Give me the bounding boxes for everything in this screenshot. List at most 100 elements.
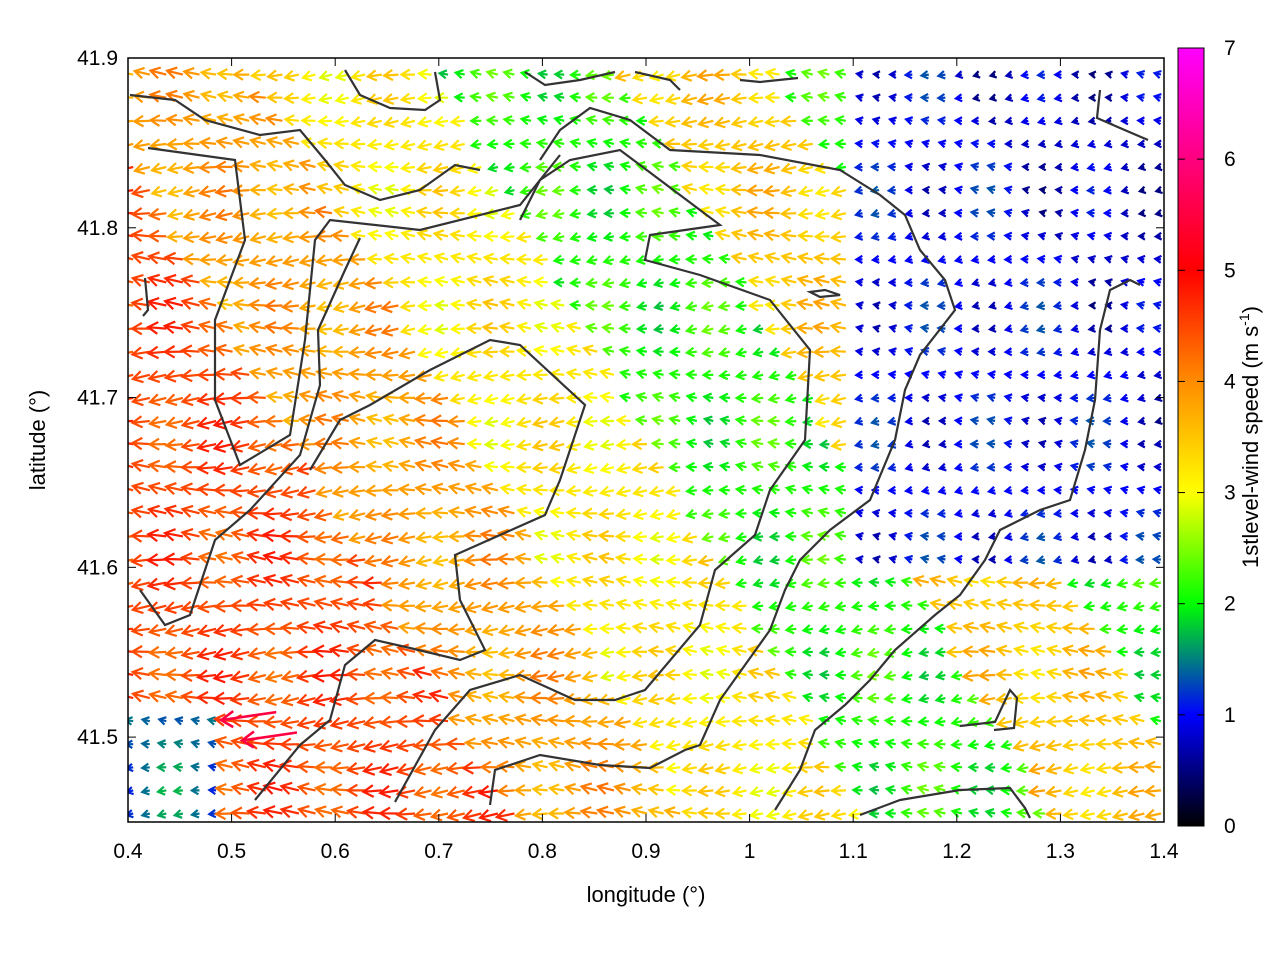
wind-arrow (953, 278, 964, 288)
wind-arrow (530, 624, 548, 637)
wind-arrow (413, 786, 432, 799)
wind-arrow (466, 230, 482, 242)
wind-arrow (196, 416, 217, 430)
wind-arrow (328, 668, 349, 682)
wind-arrow (311, 644, 333, 659)
wind-arrow (1044, 807, 1062, 820)
wind-arrow (345, 762, 366, 776)
wind-arrow (834, 507, 847, 518)
wind-arrow (854, 508, 864, 518)
wind-arrow (586, 161, 598, 172)
wind-arrow (1136, 139, 1146, 149)
wind-arrow (347, 485, 366, 498)
wind-arrow (1087, 255, 1097, 264)
wind-arrow (950, 716, 963, 727)
wind-arrow (437, 69, 449, 80)
wind-arrow (984, 808, 996, 818)
wind-arrow (515, 231, 532, 243)
wind-arrow (449, 323, 465, 335)
wind-arrow (665, 509, 681, 521)
wind-arrow (182, 113, 200, 126)
wind-arrow (532, 276, 548, 288)
wind-arrow (428, 713, 449, 727)
wind-arrow (1120, 254, 1130, 264)
wind-arrow (812, 321, 830, 334)
wind-arrow (681, 716, 698, 729)
contour-line (806, 288, 841, 299)
x-tick-label: 1.3 (1046, 840, 1075, 863)
wind-arrow (1077, 690, 1095, 703)
wind-arrow (919, 70, 929, 80)
wind-arrow (868, 808, 880, 819)
wind-arrow (333, 115, 349, 128)
wind-arrow (378, 785, 399, 799)
wind-arrow (601, 115, 615, 126)
wind-arrow (461, 785, 482, 799)
wind-arrow (349, 138, 366, 150)
wind-arrow (586, 231, 598, 242)
wind-arrow (886, 393, 896, 403)
wind-arrow (1052, 301, 1062, 311)
wind-arrow (248, 343, 267, 357)
wind-arrow (1032, 808, 1045, 819)
wind-arrow (698, 183, 714, 195)
wind-arrow (128, 67, 134, 76)
wind-arrow (502, 115, 515, 126)
wind-arrow (747, 299, 764, 312)
wind-arrow (854, 347, 864, 357)
wind-arrow (884, 577, 896, 588)
wind-arrow (496, 552, 515, 566)
wind-arrow (781, 690, 797, 703)
wind-arrow (936, 508, 946, 519)
wind-arrow (854, 485, 864, 495)
wind-arrow (752, 324, 764, 335)
wind-arrow (180, 274, 200, 288)
wind-arrow (189, 809, 200, 819)
wind-arrow (1078, 714, 1095, 727)
contour-line (488, 106, 957, 806)
wind-arrow (216, 68, 233, 81)
wind-arrow (904, 208, 914, 218)
wind-arrow (780, 162, 797, 175)
wind-arrow (1003, 370, 1013, 380)
wind-arrow (295, 669, 316, 684)
wind-arrow (1070, 324, 1080, 334)
wind-arrow (751, 484, 764, 495)
wind-arrow (565, 552, 581, 564)
wind-arrow (532, 345, 548, 357)
wind-arrow (921, 208, 931, 218)
wind-arrow (162, 552, 183, 567)
wind-arrow (745, 206, 764, 219)
wind-arrow (581, 507, 598, 520)
wind-arrow (411, 666, 432, 680)
wind-arrow (987, 324, 997, 333)
wind-arrow (128, 373, 134, 378)
wind-arrow (750, 415, 764, 427)
wind-arrow (812, 785, 830, 798)
wind-arrow (652, 323, 664, 334)
wind-arrow (380, 346, 399, 360)
wind-arrow (801, 439, 813, 450)
wind-arrow (668, 391, 681, 403)
wind-arrow (162, 320, 184, 335)
wind-arrow (868, 761, 880, 772)
wind-arrow (1086, 139, 1096, 149)
wind-arrow (1120, 162, 1130, 172)
wind-arrow (384, 206, 399, 218)
wind-arrow (735, 347, 747, 358)
wind-arrow (162, 345, 183, 359)
wind-arrow (416, 299, 432, 312)
wind-arrow (731, 691, 747, 704)
wind-arrow (479, 760, 498, 774)
wind-arrow (953, 531, 963, 541)
wind-arrow (182, 252, 200, 266)
wind-arrow (1102, 393, 1112, 403)
wind-arrow (190, 739, 200, 749)
wind-arrow (1003, 139, 1013, 149)
wind-arrow (1103, 347, 1113, 357)
wind-arrow (984, 762, 996, 773)
wind-arrow (379, 715, 399, 729)
wind-arrow (953, 208, 963, 218)
wind-arrow (313, 508, 333, 522)
wind-arrow (585, 114, 598, 126)
